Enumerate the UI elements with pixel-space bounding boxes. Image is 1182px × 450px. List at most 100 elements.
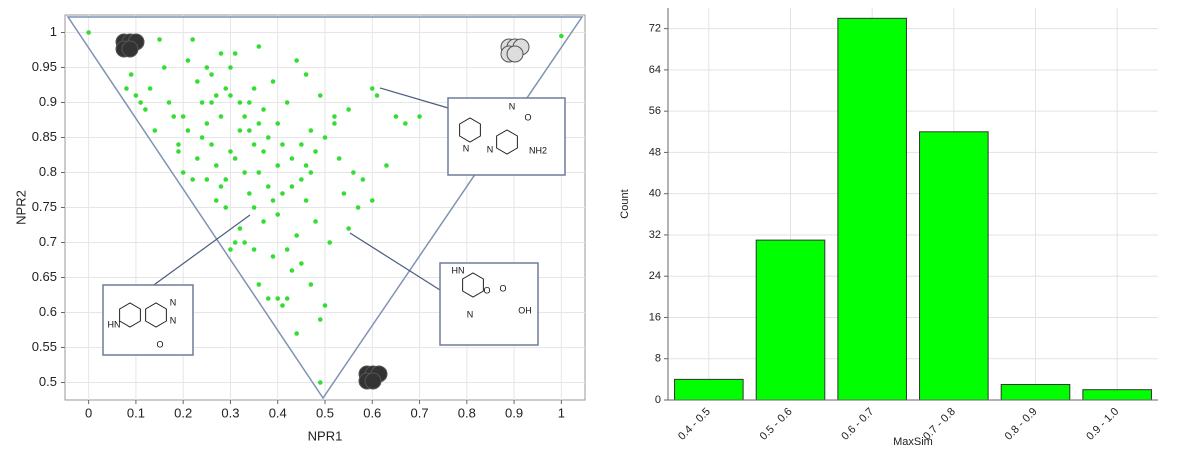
point [384,163,389,168]
point [219,114,224,119]
atom-label: O [524,112,531,122]
point [143,107,148,112]
point [219,184,224,189]
point [271,79,276,84]
x-tick-label: 0.2 [174,405,192,420]
atom-label: HN [452,265,465,275]
point [252,142,257,147]
point [403,121,408,126]
point [261,149,266,154]
y-tick-label: 8 [655,353,661,365]
point [124,86,129,91]
point [228,65,233,70]
point [327,240,332,245]
point [171,114,176,119]
point [257,121,262,126]
point [247,100,252,105]
atom-label: N [463,143,470,153]
point [257,282,262,287]
point [252,205,257,210]
y-tick-label: 0.85 [32,129,57,144]
atom-label: OH [518,305,532,315]
y-tick-label: 0.95 [32,59,57,74]
point [148,86,153,91]
x-tick-label: 0.4 [269,405,287,420]
point [318,317,323,322]
point [337,156,342,161]
point [200,100,205,105]
point [214,163,219,168]
point [223,205,228,210]
point [157,37,162,42]
point [181,170,186,175]
point [280,303,285,308]
point [228,149,233,154]
point [280,191,285,196]
point [309,128,314,133]
point [205,65,210,70]
point [313,219,318,224]
shape-icon [507,46,523,62]
bar [756,240,825,400]
y-tick-label: 0 [655,394,661,406]
point [209,142,214,147]
bar [675,379,744,400]
y-tick-label: 64 [649,64,661,76]
x-tick-label: 0.4 - 0.5 [676,406,713,443]
y-tick-label: 24 [649,270,661,282]
atom-label: N [509,101,516,111]
point [242,240,247,245]
bar [838,18,907,400]
point [285,296,290,301]
point [266,135,271,140]
point [285,100,290,105]
point [186,58,191,63]
point [162,65,167,70]
point [223,177,228,182]
point [299,177,304,182]
point [200,135,205,140]
point [266,296,271,301]
point [275,121,280,126]
x-tick-label: 0.8 [458,405,476,420]
x-axis-label: NPR1 [308,428,343,443]
point [209,72,214,77]
point [271,198,276,203]
point [181,114,186,119]
shape-icon [365,373,381,389]
point [332,121,337,126]
point [153,128,158,133]
point [309,170,314,175]
x-axis-label: MaxSim [893,436,933,448]
point [205,121,210,126]
point [228,93,233,98]
point [238,226,243,231]
x-tick-label: 0.6 - 0.7 [839,406,876,443]
atom-label: O [483,285,490,295]
bar [1083,390,1152,400]
point [252,86,257,91]
point [299,261,304,266]
point [242,114,247,119]
point [176,142,181,147]
x-tick-label: 0.5 [316,405,334,420]
point [361,177,366,182]
x-tick-label: 0.3 [221,405,239,420]
x-tick-label: 0.6 [363,405,381,420]
point [323,135,328,140]
point [205,177,210,182]
point [129,72,134,77]
point [247,128,252,133]
point [195,156,200,161]
y-tick-label: 0.5 [39,374,57,389]
point [195,79,200,84]
point [346,226,351,231]
y-tick-label: 0.9 [39,94,57,109]
point [394,114,399,119]
y-axis-label: NPR2 [13,190,28,225]
point [275,296,280,301]
point [176,149,181,154]
point [313,149,318,154]
point [304,163,309,168]
atom-label: O [156,339,163,349]
